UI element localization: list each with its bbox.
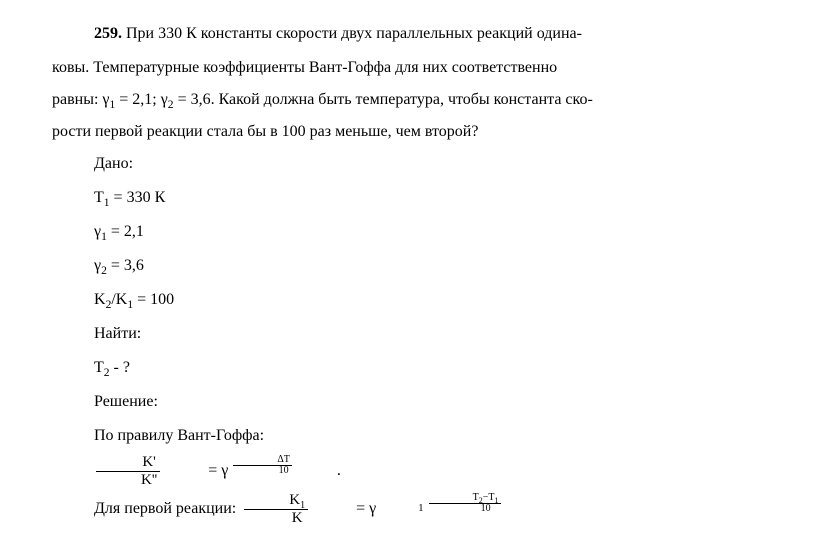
eq2-exponent: T2−T1 10 [429,493,501,514]
given-ratio: K2/K1 = 100 [52,284,788,316]
eq1-exponent: ΔT 10 [233,455,292,476]
find-t2: T2 - ? [52,352,788,384]
given-gamma1: γ1 = 2,1 [52,216,788,248]
given-gamma2: γ2 = 3,6 [52,250,788,282]
equation-1: K' K'' = γ ΔT 10 . [52,454,788,488]
problem-text-1: При 330 К константы скорости двух паралл… [126,25,582,42]
problem-statement-line4: рости первой реакции стала бы в 100 раз … [52,116,788,148]
problem-statement-line2: ковы. Температурные коэффициенты Вант-Го… [52,52,788,84]
vant-hoff-rule: По правилу Вант-Гоффа: [52,420,788,452]
document-body: 259. При 330 К константы скорости двух п… [52,18,788,526]
eq1-fraction: K' K'' [96,454,160,488]
given-label: Дано: [52,148,788,180]
find-label: Найти: [52,318,788,350]
equation-2: Для первой реакции: K1 K = γ 1 T2−T1 10 [52,492,788,526]
eq2-fraction: K1 K [244,492,308,526]
problem-statement-line1: 259. При 330 К константы скорости двух п… [52,18,788,50]
problem-statement-line3: равны: γ1 = 2,1; γ2 = 3,6. Какой должна … [52,84,788,116]
problem-number: 259. [94,25,122,42]
given-t1: T1 = 330 К [52,182,788,214]
solution-label: Решение: [52,386,788,418]
